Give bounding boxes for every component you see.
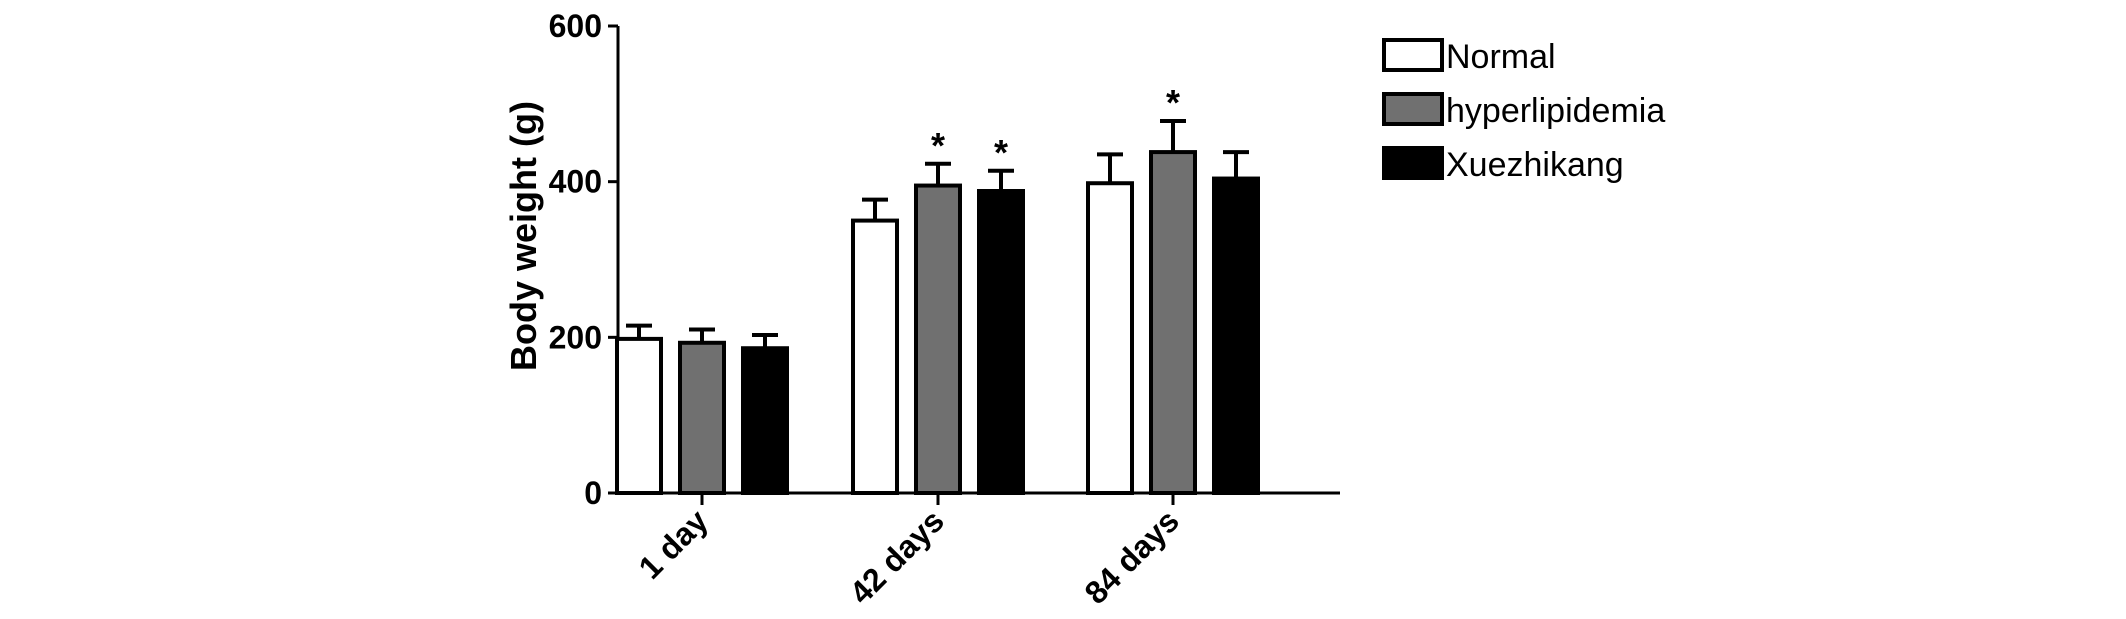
legend-swatch-xuezhikang <box>1382 146 1444 180</box>
bar-normal-42-days <box>851 218 899 495</box>
bar-hyperlipidemia-84-days <box>1149 150 1197 495</box>
significance-marker: * <box>1166 82 1180 123</box>
x-tick-label: 1 day <box>632 502 715 585</box>
bar-xuezhikang-42-days <box>977 189 1025 496</box>
y-tick-label: 200 <box>549 319 602 355</box>
bar-xuezhikang-1-day <box>741 346 789 496</box>
legend: Normal hyperlipidemia Xuezhikang <box>1382 38 1665 184</box>
significance-marker: * <box>931 125 945 166</box>
legend-label-xuezhikang: Xuezhikang <box>1446 146 1624 184</box>
legend-label-normal: Normal <box>1446 38 1556 76</box>
bars: * * * <box>615 82 1260 496</box>
x-tick-label: 84 days <box>1077 502 1185 610</box>
x-axis: 1 day 42 days 84 days <box>618 491 1340 611</box>
legend-swatch-hyperlipidemia <box>1382 92 1444 126</box>
x-tick-label: 42 days <box>842 502 950 610</box>
y-tick-label: 400 <box>549 164 602 200</box>
bar-normal-1-day <box>615 336 663 496</box>
legend-swatch-normal <box>1382 38 1444 72</box>
y-axis-title: Body weight (g) <box>503 101 544 371</box>
bar-xuezhikang-84-days <box>1212 176 1260 495</box>
bar-hyperlipidemia-1-day <box>678 340 726 496</box>
y-tick-label: 0 <box>584 475 602 511</box>
legend-label-hyperlipidemia: hyperlipidemia <box>1446 92 1665 130</box>
bar-normal-84-days <box>1086 181 1134 495</box>
y-tick-label: 600 <box>549 8 602 44</box>
significance-marker: * <box>994 132 1008 173</box>
bar-hyperlipidemia-42-days <box>914 183 962 496</box>
y-axis: 0 200 400 600 <box>549 8 620 511</box>
